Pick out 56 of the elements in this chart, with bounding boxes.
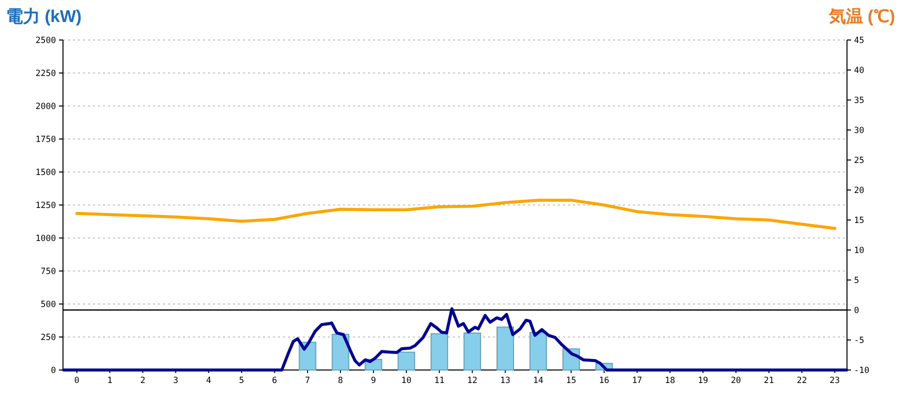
y-tick-label: 2250: [36, 69, 56, 79]
bar: [430, 333, 448, 370]
y-tick-label: 1500: [36, 168, 56, 178]
x-tick-label: 15: [566, 376, 576, 386]
y-tick-label: 1000: [36, 234, 56, 244]
bar: [464, 332, 482, 370]
x-tick-label: 14: [533, 376, 544, 386]
x-tick-label: 6: [272, 376, 278, 386]
y2-tick-label: -10: [854, 366, 870, 376]
y-tick-label: 500: [40, 300, 56, 310]
x-tick-label: 1: [107, 376, 112, 386]
x-tick-label: 22: [796, 376, 807, 386]
y-tick-label: 1250: [36, 201, 56, 211]
y2-tick-label: 40: [854, 66, 864, 76]
x-tick-label: 5: [239, 376, 244, 386]
x-tick-label: 16: [598, 376, 610, 386]
y2-tick-label: 0: [854, 306, 860, 316]
bar: [529, 332, 547, 370]
y2-tick-label: 35: [854, 96, 864, 106]
y2-tick-label: 5: [854, 276, 860, 286]
x-tick-label: 4: [206, 376, 212, 386]
y2-tick-label: 20: [854, 186, 864, 196]
y-tick-label: 0: [50, 366, 56, 376]
y2-tick-label: 15: [854, 216, 864, 226]
x-tick-label: 17: [632, 376, 642, 386]
y-tick-label: 750: [40, 267, 56, 277]
y2-tick-label: 45: [854, 36, 864, 46]
y-tick-label: 1750: [36, 135, 56, 145]
y2-tick-label: -5: [854, 336, 864, 346]
x-tick-label: 3: [173, 376, 178, 386]
y2-axis-title: 気温 (℃): [828, 7, 895, 26]
y-tick-label: 2500: [36, 36, 56, 46]
x-tick-label: 21: [764, 376, 774, 386]
y-axis-title: 電力 (kW): [6, 7, 82, 26]
x-tick-label: 8: [338, 376, 344, 386]
y-tick-label: 250: [40, 333, 56, 343]
x-tick-label: 12: [467, 376, 478, 386]
x-tick-label: 11: [434, 376, 444, 386]
x-tick-label: 9: [370, 376, 376, 386]
x-tick-label: 19: [698, 376, 708, 386]
x-tick-label: 10: [401, 376, 412, 386]
bar: [398, 352, 416, 370]
x-tick-label: 18: [664, 376, 676, 386]
y2-tick-label: 10: [854, 246, 864, 256]
bar: [496, 326, 514, 370]
x-tick-label: 23: [830, 376, 840, 386]
x-tick-label: 7: [304, 376, 310, 386]
bar: [332, 334, 350, 370]
x-tick-label: 2: [140, 376, 146, 386]
x-tick-label: 20: [730, 376, 742, 386]
x-tick-label: 13: [500, 376, 510, 386]
y2-tick-label: 25: [854, 156, 864, 166]
line-series: [75, 198, 836, 230]
x-tick-label: 0: [74, 376, 80, 386]
y2-tick-label: 30: [854, 126, 864, 136]
y-tick-label: 2000: [36, 102, 56, 112]
